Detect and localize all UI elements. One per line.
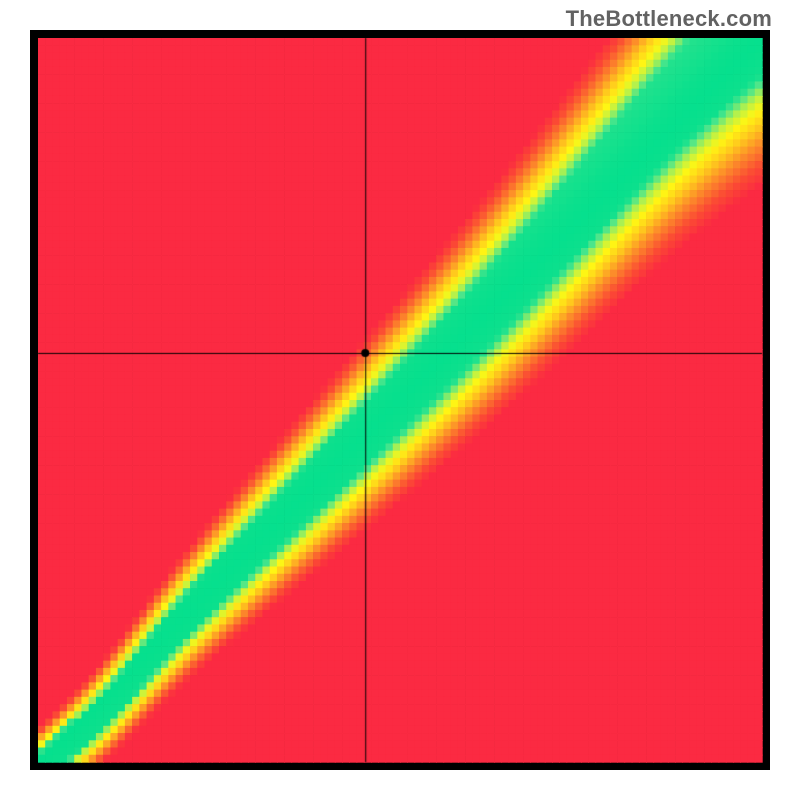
crosshair-overlay xyxy=(30,30,770,770)
watermark-text: TheBottleneck.com xyxy=(566,6,772,32)
bottleneck-heatmap-plot xyxy=(30,30,770,770)
